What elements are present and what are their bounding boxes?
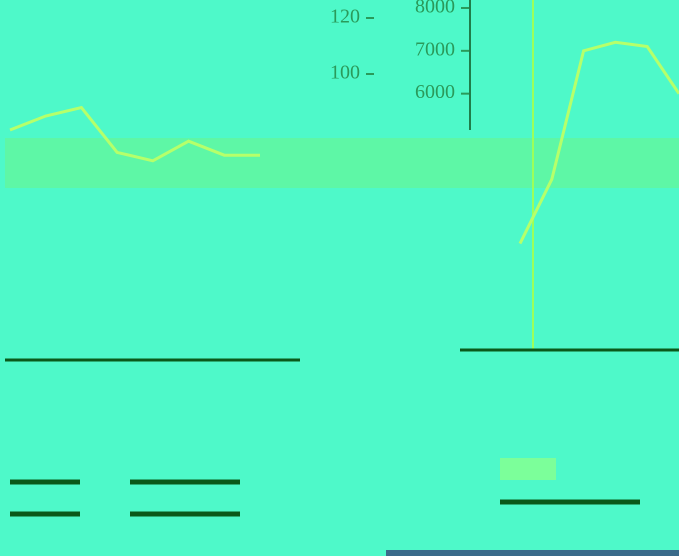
y-tick-label: 100	[330, 62, 360, 84]
y-tick-label: 7000	[415, 38, 455, 60]
highlight-band	[5, 138, 679, 188]
data-line	[518, 40, 679, 245]
data-line	[9, 105, 260, 163]
legend-box	[500, 458, 556, 480]
y-tick-label: 120	[330, 6, 360, 28]
y-tick-label: 8000	[415, 0, 455, 18]
y-tick-label: 6000	[415, 81, 455, 103]
legend	[10, 479, 640, 517]
scrollbar	[386, 550, 679, 556]
